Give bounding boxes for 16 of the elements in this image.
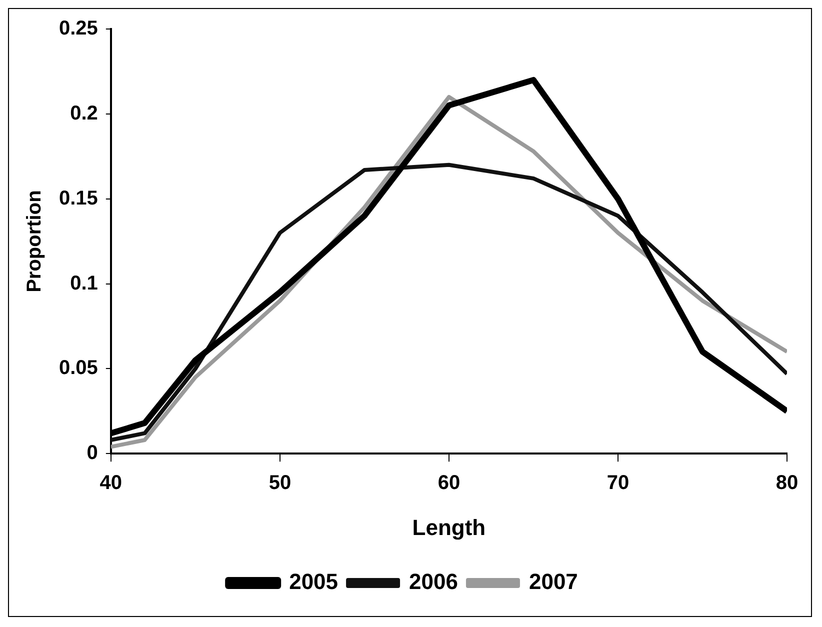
legend-label: 2006 (409, 569, 458, 594)
x-tick-label: 80 (776, 472, 798, 494)
legend-label: 2005 (289, 569, 338, 594)
y-tick-label: 0.2 (70, 102, 98, 124)
y-tick-label: 0.15 (58, 187, 98, 210)
legend-label: 2007 (528, 569, 578, 594)
y-tick-label: 0 (86, 442, 98, 464)
x-tick-label: 50 (268, 472, 292, 494)
x-tick-label: 70 (606, 472, 630, 494)
y-axis-title: Proportion (24, 190, 46, 292)
x-tick-label: 60 (438, 472, 460, 494)
y-tick-label: 0.1 (70, 272, 98, 294)
y-tick-label: 0.25 (58, 18, 98, 40)
y-tick-label: 0.05 (58, 357, 98, 380)
x-axis-title: Length (412, 514, 486, 540)
x-tick-label: 40 (100, 472, 122, 494)
